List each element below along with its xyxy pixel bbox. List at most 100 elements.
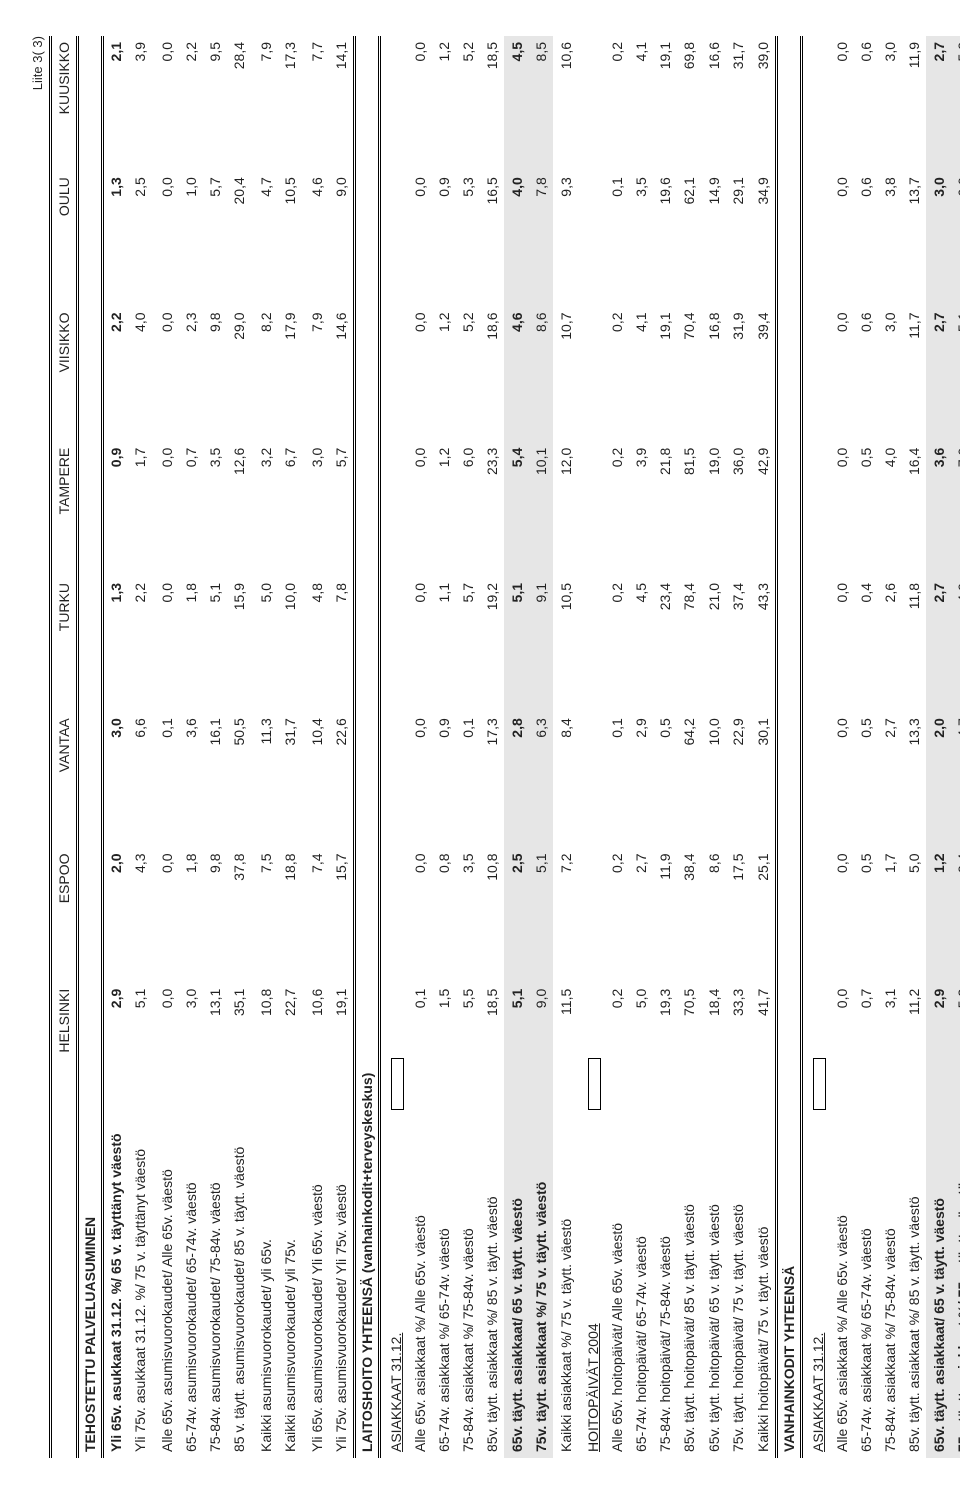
cell-value: 22,6: [329, 712, 355, 847]
cell-value: 28,4: [227, 36, 251, 171]
cell-value: 10,6: [302, 983, 329, 1118]
cell-value: 3,6: [179, 712, 203, 847]
cell-value: 0,0: [830, 307, 854, 442]
column-header: HELSINKI: [51, 983, 78, 1118]
row-label: Alle 65v. hoitopäivät/ Alle 65v. väestö: [605, 1118, 629, 1458]
cell-value: 2,5: [128, 171, 152, 306]
cell-value: 0,1: [605, 712, 629, 847]
cell-value: 1,8: [179, 577, 203, 712]
cell-value: 4,1: [629, 307, 653, 442]
cell-value: 5,1: [504, 983, 529, 1118]
cell-value: 0,0: [152, 442, 179, 577]
cell-value: 1,2: [432, 307, 456, 442]
cell-value: 64,2: [677, 712, 701, 847]
cell-value: 0,9: [432, 171, 456, 306]
cell-value: 2,9: [103, 983, 129, 1118]
cell-value: 7,7: [302, 36, 329, 171]
cell-value: 0,8: [432, 848, 456, 983]
cell-value: 4,7: [251, 171, 278, 306]
cell-value: 5,0: [902, 848, 926, 983]
cell-value: 37,8: [227, 848, 251, 983]
column-header: ESPOO: [51, 848, 78, 983]
cell-value: 30,1: [750, 712, 777, 847]
cell-value: 0,7: [179, 442, 203, 577]
row-label: 75v. täytt. asiakkaat %/ 75 v. täytt. vä…: [951, 1118, 960, 1458]
row-label: Yli 75v. asukkaat 31.12. %/ 75 v. täyttä…: [128, 1118, 152, 1458]
row-label: 75-84v. asumisvuorokaudet/ 75-84v. väest…: [203, 1118, 227, 1458]
table-row: 65v. täytt. asiakkaat/ 65 v. täytt. väes…: [504, 36, 529, 1458]
cell-value: 5,5: [456, 983, 480, 1118]
cell-value: 10,5: [278, 171, 302, 306]
table-row: 65v. täytt. asiakkaat/ 65 v. täytt. väes…: [926, 36, 951, 1458]
cell-value: 0,0: [152, 36, 179, 171]
cell-value: 0,0: [830, 712, 854, 847]
row-label: Alle 65v. asumisvuorokaudet/ Alle 65v. v…: [152, 1118, 179, 1458]
cell-value: 0,1: [152, 712, 179, 847]
cell-value: 14,9: [701, 171, 726, 306]
cell-value: 2,0: [103, 848, 129, 983]
cell-value: 10,1: [529, 442, 553, 577]
cell-value: 2,1: [103, 36, 129, 171]
cell-value: 41,7: [750, 983, 777, 1118]
row-label: 75v. täytt. hoitopäivät/ 75 v. täytt. vä…: [726, 1118, 750, 1458]
cell-value: 0,0: [830, 848, 854, 983]
cell-value: 11,9: [902, 36, 926, 171]
group-subtitle: HOITOPÄIVÄT 2004: [578, 1118, 605, 1458]
table-row: Kaikki hoitopäivät/ 75 v. täytt. väestö4…: [750, 36, 777, 1458]
cell-value: 8,4: [553, 712, 578, 847]
cell-value: 78,4: [677, 577, 701, 712]
cell-value: 2,2: [103, 307, 129, 442]
cell-value: 3,1: [878, 983, 902, 1118]
cell-value: 0,1: [605, 171, 629, 306]
cell-value: 4,6: [302, 171, 329, 306]
cell-value: 4,0: [504, 171, 529, 306]
cell-value: 3,0: [878, 307, 902, 442]
table-header: HELSINKIESPOOVANTAATURKUTAMPEREVIISIKKOO…: [51, 36, 78, 1458]
cell-value: 15,7: [329, 848, 355, 983]
cell-value: 19,3: [653, 983, 677, 1118]
section-title: VANHAINKODIT YHTEENSÄ: [777, 36, 802, 1458]
table-row: 75-84v. asiakkaat %/ 75-84v. väestö3,11,…: [878, 36, 902, 1458]
cell-value: 0,0: [152, 983, 179, 1118]
cell-value: 37,4: [726, 577, 750, 712]
cell-value: 33,3: [726, 983, 750, 1118]
cell-value: 1,0: [179, 171, 203, 306]
cell-value: 9,3: [553, 171, 578, 306]
cell-value: 18,5: [480, 983, 504, 1118]
cell-value: 43,3: [750, 577, 777, 712]
cell-value: 5,3: [456, 171, 480, 306]
cell-value: 42,9: [750, 442, 777, 577]
cell-value: 16,6: [701, 36, 726, 171]
cell-value: 21,0: [701, 577, 726, 712]
cell-value: 19,2: [480, 577, 504, 712]
cell-value: 9,8: [203, 307, 227, 442]
cell-value: 9,0: [329, 171, 355, 306]
cell-value: 0,6: [854, 307, 878, 442]
cell-value: 2,9: [926, 983, 951, 1118]
cell-value: 19,0: [701, 442, 726, 577]
row-label: 65-74v. asiakkaat %/ 65-74v. väestö: [432, 1118, 456, 1458]
table-row: Alle 65v. asiakkaat %/ Alle 65v. väestö0…: [830, 36, 854, 1458]
cell-value: 0,1: [408, 983, 432, 1118]
cell-value: 9,1: [529, 577, 553, 712]
cell-value: 0,6: [854, 36, 878, 171]
cell-value: 31,7: [726, 36, 750, 171]
cell-value: 0,0: [152, 577, 179, 712]
table-row: 75v. täytt. hoitopäivät/ 75 v. täytt. vä…: [726, 36, 750, 1458]
cell-value: 0,4: [854, 577, 878, 712]
subtitle-box-cell: [578, 983, 605, 1118]
table-row: 65-74v. asiakkaat %/ 65-74v. väestö0,70,…: [854, 36, 878, 1458]
cell-value: 5,7: [456, 577, 480, 712]
cell-value: 29,1: [726, 171, 750, 306]
cell-value: 70,5: [677, 983, 701, 1118]
cell-value: 19,1: [653, 307, 677, 442]
row-label: 85v. täytt. asiakkaat %/ 85 v. täytt. vä…: [902, 1118, 926, 1458]
cell-value: 0,0: [408, 712, 432, 847]
cell-value: 36,0: [726, 442, 750, 577]
cell-value: 5,1: [128, 983, 152, 1118]
cell-value: 5,1: [951, 307, 960, 442]
table-row: Yli 65v. asukkaat 31.12. %/ 65 v. täyttä…: [103, 36, 129, 1458]
cell-value: 0,0: [830, 36, 854, 171]
cell-value: 0,2: [605, 848, 629, 983]
cell-value: 1,3: [103, 171, 129, 306]
